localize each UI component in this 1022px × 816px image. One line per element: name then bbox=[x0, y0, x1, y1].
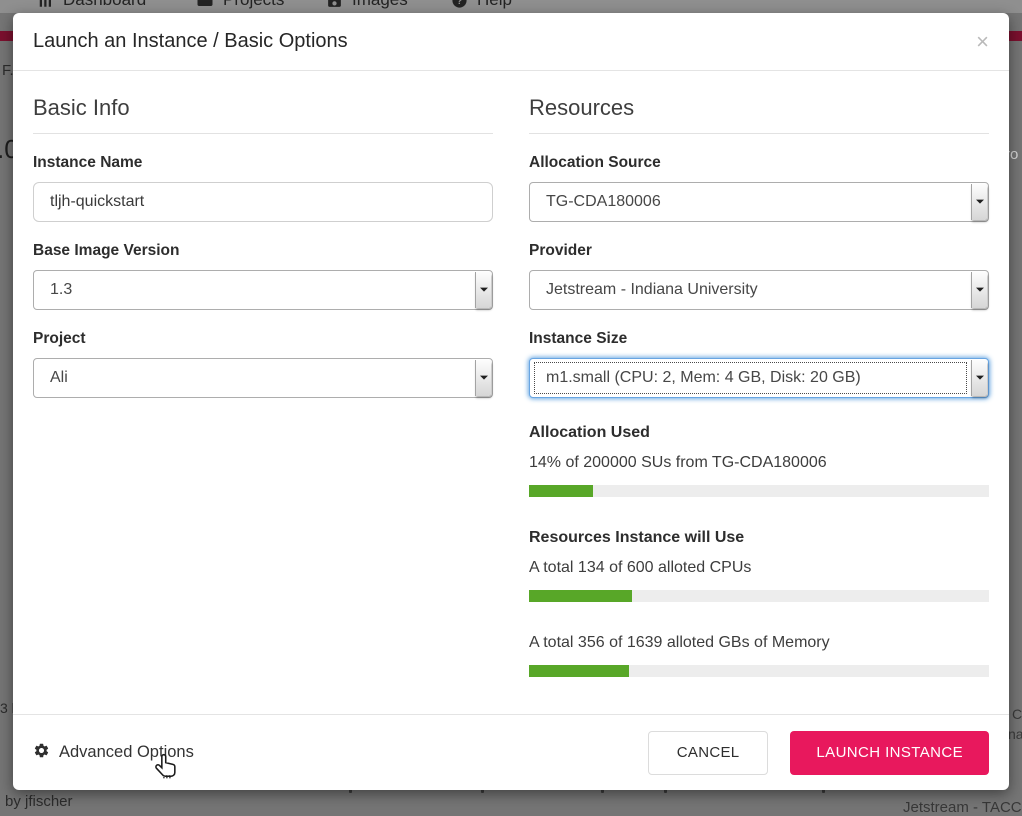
launch-instance-button[interactable]: LAUNCH INSTANCE bbox=[790, 730, 989, 775]
allocation-used-progressbar bbox=[529, 485, 989, 497]
folder-icon bbox=[196, 0, 214, 9]
memory-usage-text: A total 356 of 1639 alloted GBs of Memor… bbox=[529, 634, 830, 651]
resources-heading: Resources bbox=[529, 95, 989, 134]
background-navbar: Dashboard Projects Images ? Help bbox=[0, 0, 1022, 13]
allocation-used-progress-fill bbox=[529, 485, 594, 497]
advanced-options-button[interactable]: Advanced Options bbox=[33, 742, 194, 764]
close-icon[interactable]: × bbox=[976, 28, 989, 54]
background-text-remnant bbox=[481, 787, 484, 793]
svg-text:?: ? bbox=[456, 0, 462, 7]
basic-info-column: Basic Info Instance Name Base Image Vers… bbox=[33, 71, 493, 714]
memory-usage-progressbar bbox=[529, 665, 989, 677]
cancel-button[interactable]: CANCEL bbox=[647, 730, 769, 775]
footer-buttons: CANCEL LAUNCH INSTANCE bbox=[647, 730, 989, 775]
floppy-icon bbox=[326, 0, 343, 9]
mouse-pointer-icon bbox=[153, 753, 180, 788]
background-text-remnant bbox=[601, 787, 604, 793]
nav-item-help[interactable]: ? Help bbox=[451, 0, 512, 10]
background-text-fragment: by jfischer bbox=[5, 793, 73, 810]
dropdown-arrow-icon bbox=[971, 272, 987, 308]
nav-item-images[interactable]: Images bbox=[326, 0, 408, 10]
background-text-remnant bbox=[664, 787, 667, 793]
background-text-fragment: C bbox=[1012, 706, 1022, 722]
allocation-used-text: 14% of 200000 SUs from TG-CDA180006 bbox=[529, 454, 827, 471]
nav-item-label: Projects bbox=[223, 0, 284, 10]
dropdown-arrow-icon bbox=[971, 360, 987, 396]
resources-column: Resources Allocation Source TG-CDA180006… bbox=[529, 71, 989, 714]
launch-instance-modal: Launch an Instance / Basic Options × Bas… bbox=[13, 13, 1009, 790]
selected-value: m1.small (CPU: 2, Mem: 4 GB, Disk: 20 GB… bbox=[546, 369, 861, 386]
selected-value: 1.3 bbox=[50, 281, 73, 298]
dropdown-arrow-icon bbox=[475, 360, 491, 396]
instance-resources-heading: Resources Instance will Use bbox=[529, 529, 745, 546]
instance-size-select[interactable]: m1.small (CPU: 2, Mem: 4 GB, Disk: 20 GB… bbox=[529, 358, 989, 398]
nav-item-label: Dashboard bbox=[63, 0, 146, 10]
allocation-used-heading: Allocation Used bbox=[529, 424, 650, 441]
gear-icon bbox=[33, 742, 50, 764]
provider-select[interactable]: Jetstream - Indiana University bbox=[529, 270, 989, 310]
provider-label: Provider bbox=[529, 242, 592, 259]
memory-usage-progress-fill bbox=[529, 665, 629, 677]
advanced-options-label: Advanced Options bbox=[59, 743, 194, 761]
project-label: Project bbox=[33, 330, 86, 347]
selected-value: Ali bbox=[50, 369, 68, 386]
cpu-usage-text: A total 134 of 600 alloted CPUs bbox=[529, 559, 752, 576]
modal-header: Launch an Instance / Basic Options × bbox=[13, 13, 1009, 71]
cpu-usage-progressbar bbox=[529, 590, 989, 602]
bar-chart-icon bbox=[36, 0, 54, 9]
modal-body: Basic Info Instance Name Base Image Vers… bbox=[13, 71, 1009, 714]
background-text-fragment: Jetstream - TACC bbox=[903, 799, 1022, 816]
instance-name-input[interactable] bbox=[33, 182, 493, 222]
allocation-source-label: Allocation Source bbox=[529, 154, 661, 171]
project-select[interactable]: Ali bbox=[33, 358, 493, 398]
background-text-fragment: F. bbox=[2, 62, 14, 79]
modal-title: Launch an Instance / Basic Options bbox=[33, 30, 348, 52]
selected-value: TG-CDA180006 bbox=[546, 193, 661, 210]
modal-footer: Advanced Options CANCEL LAUNCH INSTANCE bbox=[13, 714, 1009, 790]
background-text-fragment: na bbox=[1008, 726, 1022, 742]
selected-value: Jetstream - Indiana University bbox=[546, 281, 758, 298]
nav-item-dashboard[interactable]: Dashboard bbox=[36, 0, 146, 10]
cpu-usage-progress-fill bbox=[529, 590, 632, 602]
base-image-version-select[interactable]: 1.3 bbox=[33, 270, 493, 310]
basic-info-heading: Basic Info bbox=[33, 95, 493, 134]
nav-item-projects[interactable]: Projects bbox=[196, 0, 284, 10]
instance-name-label: Instance Name bbox=[33, 154, 143, 171]
background-text-remnant bbox=[822, 787, 825, 793]
nav-item-label: Images bbox=[352, 0, 408, 10]
dropdown-arrow-icon bbox=[475, 272, 491, 308]
base-image-version-label: Base Image Version bbox=[33, 242, 180, 259]
instance-size-label: Instance Size bbox=[529, 330, 628, 347]
nav-item-label: Help bbox=[477, 0, 512, 10]
help-icon: ? bbox=[451, 0, 468, 9]
dropdown-arrow-icon bbox=[971, 184, 987, 220]
background-text-remnant bbox=[349, 787, 352, 793]
allocation-source-select[interactable]: TG-CDA180006 bbox=[529, 182, 989, 222]
